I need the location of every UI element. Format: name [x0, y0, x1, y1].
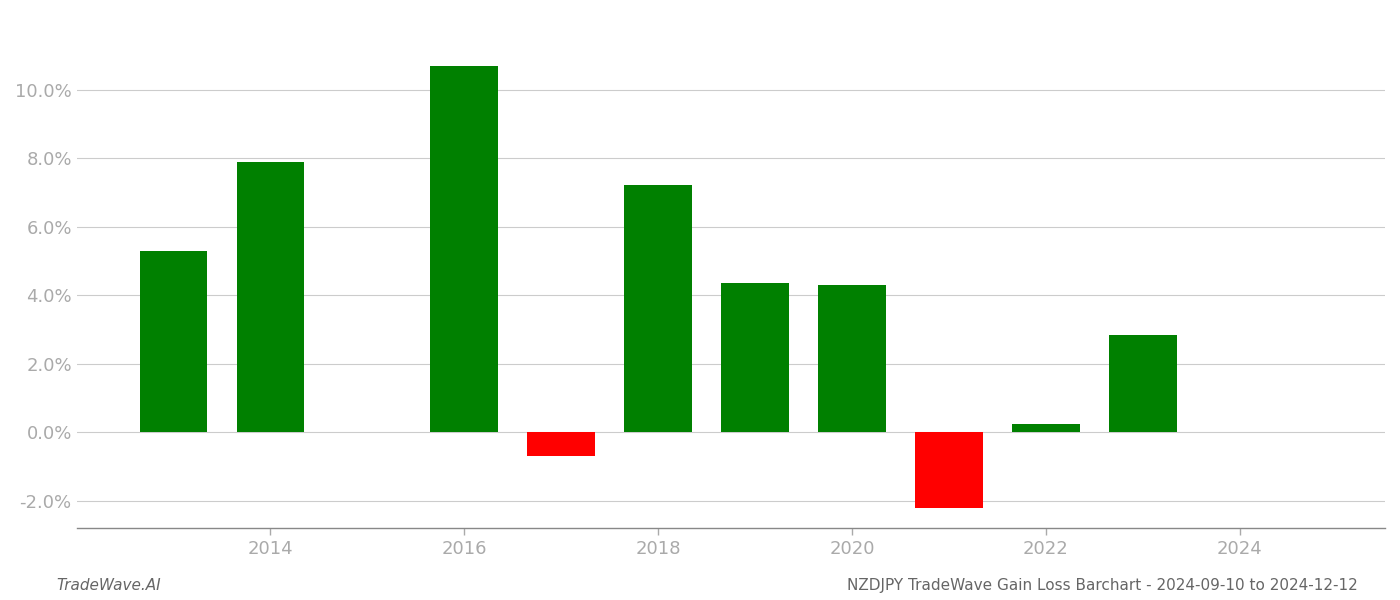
- Bar: [1109, 335, 1176, 432]
- Bar: [1012, 424, 1079, 432]
- Bar: [818, 285, 886, 432]
- Bar: [140, 251, 207, 432]
- Bar: [528, 432, 595, 456]
- Text: TradeWave.AI: TradeWave.AI: [56, 578, 161, 593]
- Bar: [237, 161, 304, 432]
- Bar: [721, 283, 790, 432]
- Bar: [916, 432, 983, 508]
- Text: NZDJPY TradeWave Gain Loss Barchart - 2024-09-10 to 2024-12-12: NZDJPY TradeWave Gain Loss Barchart - 20…: [847, 578, 1358, 593]
- Bar: [624, 185, 692, 432]
- Bar: [430, 65, 498, 432]
